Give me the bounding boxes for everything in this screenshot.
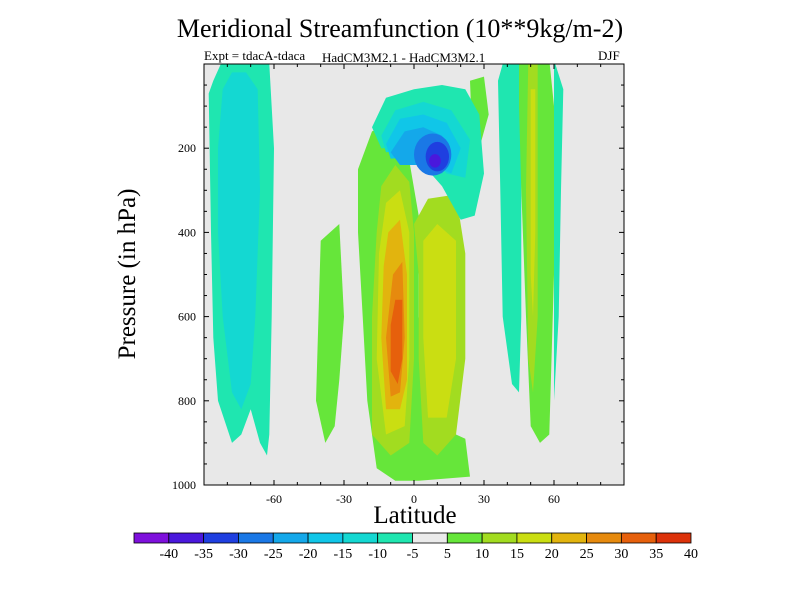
x-tick-label: -30 <box>336 492 352 506</box>
colorbar-label: -35 <box>194 547 213 562</box>
colorbar-label: 35 <box>649 547 663 562</box>
colorbar-label: 30 <box>614 547 628 562</box>
season-label: DJF <box>598 48 620 63</box>
axes: -60 -30 0 30 60 200 400 600 800 1000 <box>172 64 624 506</box>
x-tick-label: -60 <box>266 492 282 506</box>
colorbar-label: 40 <box>684 547 698 562</box>
colorbar-swatch <box>516 532 553 544</box>
y-tick-label: 1000 <box>172 478 196 492</box>
positive-patch-south <box>316 224 344 443</box>
colorbar-label: 20 <box>545 547 559 562</box>
model-label: HadCM3M2.1 - HadCM3M2.1 <box>322 50 486 65</box>
colorbar-label: -5 <box>407 547 419 562</box>
negative-band-north <box>498 64 524 393</box>
colorbar-swatch <box>133 532 170 544</box>
negative-band-south-inner <box>218 72 260 410</box>
colorbar-swatch <box>620 532 657 544</box>
colorbar-swatch <box>342 532 379 544</box>
colorbar-swatch <box>655 532 692 544</box>
colorbar-swatch <box>203 532 239 544</box>
x-tick-label: 60 <box>548 492 560 506</box>
colorbar: -40 -35 -30 -25 -20 -15 -10 -5 5 10 15 20 25 30 35 40 <box>133 532 698 562</box>
x-axis-label: Latitude <box>373 502 457 529</box>
colorbar-swatch <box>168 532 205 544</box>
colorbar-swatch <box>377 532 413 544</box>
contour-field <box>208 64 564 481</box>
colorbar-label: 15 <box>510 547 524 562</box>
colorbar-label: -25 <box>264 547 283 562</box>
y-tick-label: 200 <box>178 141 196 155</box>
colorbar-label: -10 <box>368 547 387 562</box>
colorbar-swatch <box>481 532 518 544</box>
chart-title: Meridional Streamfunction (10**9kg/m-2) <box>176 14 624 43</box>
experiment-label: Expt = tdacA-tdaca <box>204 48 306 63</box>
colorbar-label: 5 <box>444 547 451 562</box>
x-tick-label: 30 <box>478 492 490 506</box>
colorbar-swatch <box>307 532 344 544</box>
colorbar-swatch <box>412 532 448 544</box>
colorbar-swatch <box>551 532 587 544</box>
colorbar-label: 25 <box>580 547 594 562</box>
colorbar-label: 10 <box>475 547 489 562</box>
y-tick-label: 600 <box>178 310 196 324</box>
negative-upper-35 <box>429 154 441 168</box>
negative-band-far-north <box>554 64 564 401</box>
y-tick-label: 800 <box>178 394 196 408</box>
colorbar-label: -15 <box>334 547 353 562</box>
y-tick-label: 400 <box>178 225 196 239</box>
positive-cell-35 <box>390 299 403 384</box>
colorbar-label: -30 <box>229 547 248 562</box>
colorbar-swatch <box>272 532 309 544</box>
colorbar-swatch <box>238 532 274 544</box>
positive-band-north-max <box>530 89 536 317</box>
colorbar-swatch <box>586 532 622 544</box>
colorbar-label: -20 <box>299 547 318 562</box>
colorbar-label: -40 <box>159 547 178 562</box>
x-tick-label: 0 <box>411 492 417 506</box>
colorbar-swatch <box>446 532 483 544</box>
positive-cell-north-core <box>423 224 456 418</box>
